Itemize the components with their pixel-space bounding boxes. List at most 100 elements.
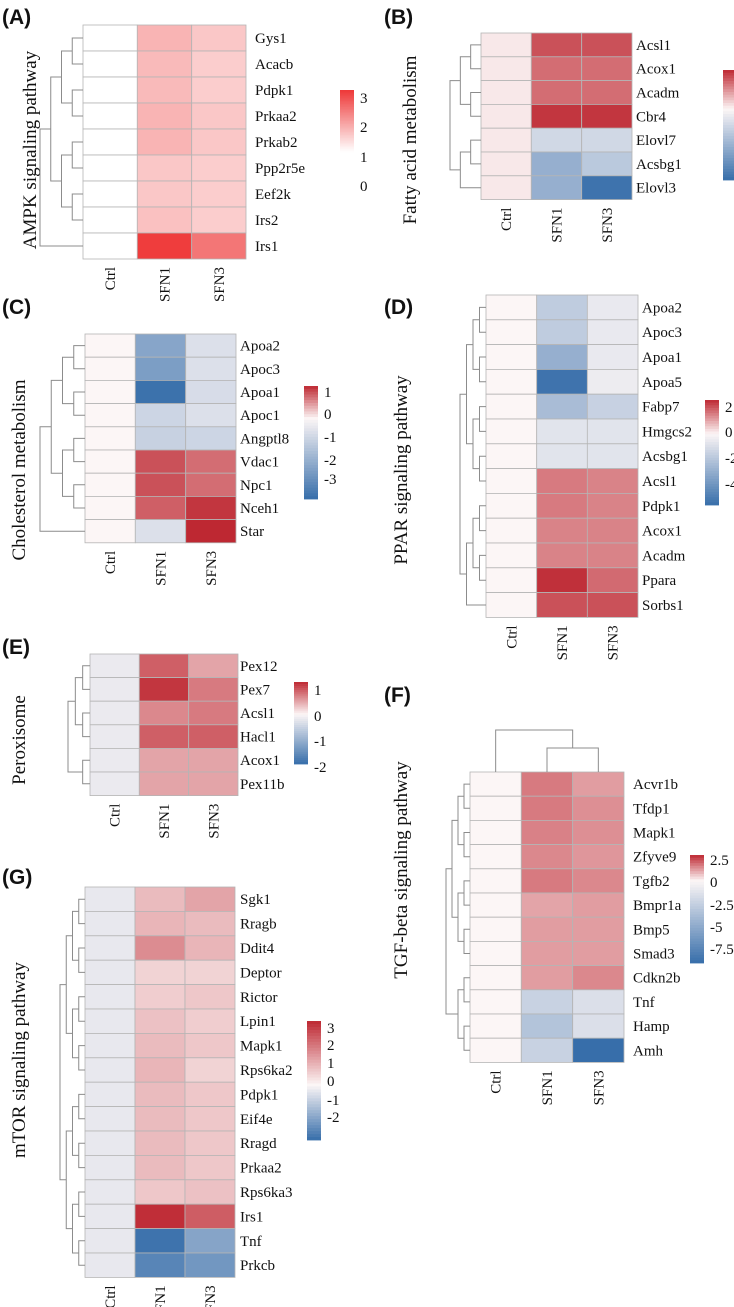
legend-swatch — [690, 957, 704, 961]
panel-label: (A) — [2, 6, 31, 29]
legend-swatch — [705, 421, 719, 425]
row-label: Acsl1 — [642, 474, 677, 490]
row-label: Rps6ka2 — [240, 1063, 293, 1079]
chart-title: Peroxisome — [9, 695, 30, 785]
legend-swatch — [690, 911, 704, 915]
row-label: Amh — [633, 1043, 664, 1059]
legend-swatch — [723, 136, 734, 140]
legend-swatch — [705, 497, 719, 501]
legend-swatch — [723, 147, 734, 151]
legend-swatch — [705, 447, 719, 451]
heatmap-cell — [134, 984, 186, 1010]
legend-swatch — [304, 476, 318, 480]
heatmap-cell — [184, 911, 236, 937]
legend-swatch — [690, 914, 704, 918]
legend-swatch — [340, 121, 354, 123]
heatmap-cell — [581, 127, 633, 153]
row-label: Lpin1 — [240, 1014, 276, 1030]
heatmap-panel-c: (C) Cholesterol metabolism Apoa2 Apoc3 Apoa1… — [2, 296, 337, 586]
heatmap-cell — [480, 104, 532, 129]
legend-swatch — [340, 119, 354, 122]
heatmap-cell — [84, 1008, 136, 1034]
heatmap-cell — [191, 50, 247, 78]
row-label: Sorbs1 — [642, 598, 684, 614]
legend-swatch — [304, 479, 318, 483]
legend-swatch — [340, 100, 354, 103]
legend-swatch — [294, 712, 308, 716]
heatmap-cell — [520, 941, 573, 967]
heatmap-cell — [134, 1179, 186, 1205]
row-label: Irs2 — [255, 213, 278, 229]
heatmap-cell — [520, 892, 573, 918]
heatmap-panel-b: (B) Fatty acid metabolism Acsl1 Acox1 Acadm C… — [384, 6, 734, 243]
legend-swatch — [294, 720, 308, 724]
heatmap-cell — [82, 154, 138, 182]
legend-tick-label: 0 — [324, 407, 332, 423]
legend-swatch — [723, 166, 734, 170]
heatmap-cell — [185, 449, 237, 474]
row-label: Acadm — [642, 548, 686, 564]
legend-swatch — [304, 428, 318, 432]
legend-swatch — [723, 149, 734, 153]
legend-swatch — [307, 1050, 321, 1055]
column-label: SFN1 — [157, 804, 173, 839]
legend-swatch — [340, 110, 354, 113]
legend-swatch — [304, 422, 318, 426]
legend-swatch — [340, 113, 354, 116]
heatmap-cell — [84, 1081, 136, 1107]
legend-tick-label: 0 — [314, 709, 322, 725]
row-label: Irs1 — [240, 1209, 263, 1225]
row-label: Zfyve9 — [633, 850, 676, 866]
legend-swatch — [304, 470, 318, 474]
heatmap-cell — [581, 104, 633, 129]
legend-swatch — [340, 96, 354, 99]
row-label: Acadm — [636, 86, 680, 102]
legend-swatch — [294, 741, 308, 744]
legend-swatch — [705, 455, 719, 459]
row-label: Apoc3 — [240, 362, 280, 378]
heatmap-cell — [485, 393, 538, 420]
heatmap-cell — [82, 50, 138, 78]
heatmap-cell — [185, 426, 237, 451]
row-label: Acsl1 — [636, 38, 671, 54]
heatmap-cell — [536, 592, 588, 618]
panel-label: (E) — [2, 636, 30, 659]
legend-swatch — [340, 103, 354, 106]
legend-swatch — [723, 89, 734, 93]
heatmap-cell — [485, 443, 538, 469]
heatmap-cell — [84, 886, 136, 912]
heatmap-cell — [469, 844, 522, 870]
legend-swatch — [340, 102, 354, 105]
heatmap-cell — [520, 989, 573, 1015]
column-label: SFN3 — [203, 1285, 219, 1307]
heatmap-cell — [469, 795, 522, 821]
legend-swatch — [723, 138, 734, 142]
heatmap-cell — [191, 232, 247, 260]
row-dendrogram — [459, 306, 486, 606]
row-label: Acvr1b — [633, 777, 678, 793]
legend-swatch — [307, 1053, 321, 1058]
row-label: Acox1 — [642, 524, 682, 540]
row-label: Apoc3 — [642, 325, 682, 341]
legend-swatch — [307, 1125, 321, 1129]
row-label: Irs1 — [255, 239, 278, 255]
chart-title: Cholesterol metabolism — [9, 379, 30, 560]
row-dendrogram — [445, 783, 470, 1051]
row-label: Vdac1 — [240, 455, 279, 471]
legend-swatch — [304, 450, 318, 455]
legend-swatch — [690, 871, 704, 875]
heatmap-cell — [84, 519, 136, 544]
row-label: Acsbg1 — [642, 449, 688, 465]
row-label: Mapk1 — [633, 826, 676, 842]
legend-swatch — [340, 134, 354, 137]
heatmap-cell — [84, 356, 136, 381]
legend-swatch — [307, 1095, 321, 1099]
legend-swatch — [705, 502, 719, 506]
legend-tick-label: 2.5 — [710, 853, 729, 869]
legend-swatch — [294, 725, 308, 728]
legend-swatch — [705, 468, 719, 472]
legend-swatch — [307, 1098, 321, 1102]
heatmap-cell — [84, 935, 136, 961]
legend-swatch — [304, 465, 318, 469]
